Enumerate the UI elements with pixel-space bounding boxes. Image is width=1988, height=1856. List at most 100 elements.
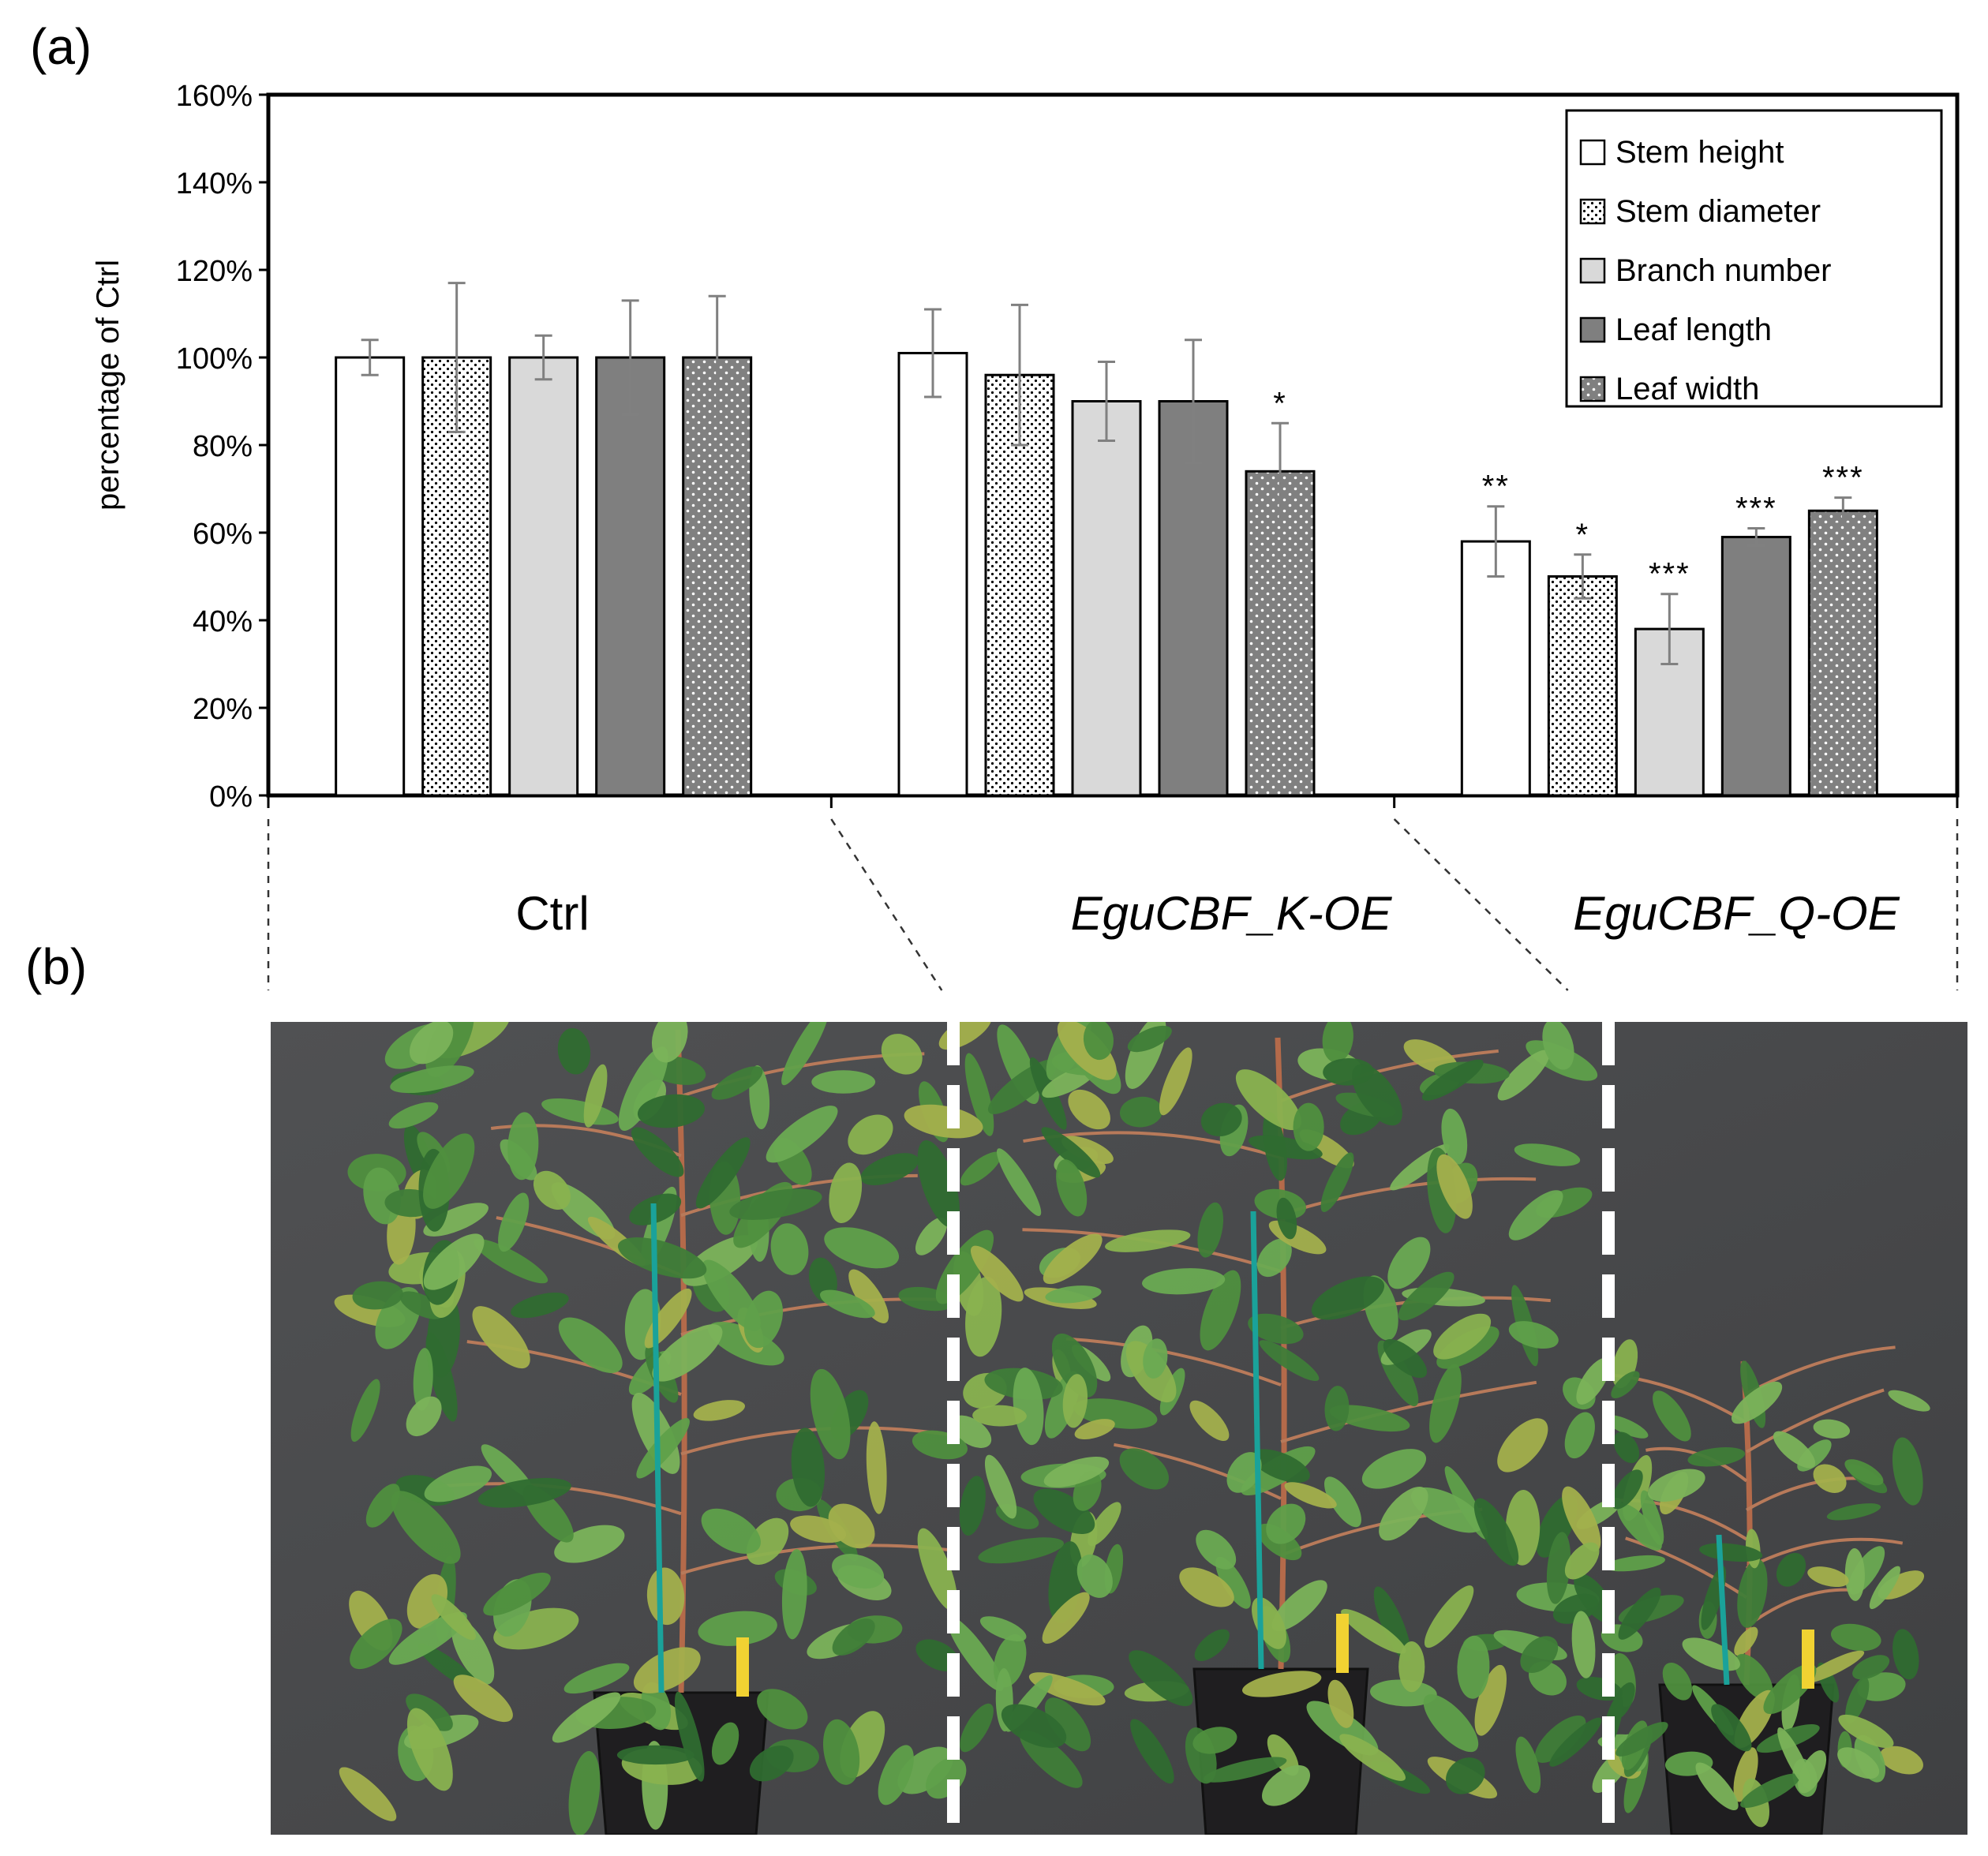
leaf <box>652 1324 723 1382</box>
panel-label-a: (a) <box>30 18 92 75</box>
leaf <box>472 1306 530 1369</box>
significance-label: *** <box>1822 461 1864 496</box>
leaf <box>878 1745 914 1805</box>
leaf <box>820 1289 875 1319</box>
plant-stake <box>650 1203 665 1693</box>
leaf <box>1421 1059 1484 1101</box>
leaf <box>1033 1488 1095 1534</box>
leaf <box>701 1508 761 1554</box>
branch <box>680 1426 949 1456</box>
leaf <box>1514 1143 1581 1166</box>
leaf <box>1242 1671 1322 1697</box>
leaf <box>631 1127 684 1177</box>
leaf <box>970 1245 1024 1302</box>
leaf <box>960 1151 1001 1186</box>
legend-swatch <box>1579 316 1606 343</box>
leaf <box>964 1053 994 1136</box>
leaf <box>413 1348 433 1411</box>
leaf <box>388 1611 467 1665</box>
leaf <box>1734 1626 1758 1656</box>
y-tick-label: 140% <box>176 167 253 200</box>
leaf <box>1423 1694 1479 1753</box>
leaf <box>729 1188 822 1220</box>
leaf <box>552 1692 621 1743</box>
leaf <box>1611 1469 1643 1510</box>
leaf <box>1194 1629 1230 1662</box>
leaf <box>1564 1542 1600 1580</box>
leaf <box>1571 1611 1596 1678</box>
leaf <box>698 1611 777 1646</box>
leaf <box>1446 1757 1485 1794</box>
leaf <box>1497 1418 1548 1472</box>
leaf <box>1844 1459 1884 1486</box>
leaf <box>1474 1664 1507 1736</box>
leaf <box>1473 1498 1519 1566</box>
leaf <box>1564 1412 1595 1459</box>
branch <box>680 1544 951 1575</box>
leaf <box>1576 1358 1611 1405</box>
leaf <box>1508 1190 1563 1240</box>
leaf <box>1379 1487 1428 1541</box>
leaf <box>1226 1452 1262 1493</box>
plant-tag <box>1802 1630 1814 1689</box>
egucbf-k-plant <box>970 1022 1600 1835</box>
leaf <box>1159 1047 1192 1116</box>
leaf <box>1880 1746 1923 1775</box>
leaf <box>1119 1448 1169 1490</box>
leaf <box>1737 1559 1768 1628</box>
branch <box>1745 1588 1853 1628</box>
leaf <box>1802 1650 1865 1684</box>
leaf <box>848 1114 893 1155</box>
leaf <box>431 1594 476 1641</box>
leaf <box>781 1548 807 1640</box>
leaf <box>695 1137 751 1209</box>
leaf <box>1773 1431 1816 1469</box>
leaf <box>1776 1552 1806 1587</box>
leaf <box>1733 1747 1758 1802</box>
category-label: EguCBF_Q-OE <box>1573 887 1900 940</box>
branch <box>1746 1537 1904 1570</box>
leaf <box>1411 1487 1484 1533</box>
leaf <box>1076 1554 1113 1598</box>
legend-label: Stem height <box>1615 135 1784 170</box>
leaf <box>1520 1636 1559 1673</box>
leaf <box>1429 1364 1462 1443</box>
significance-label: ** <box>1482 470 1510 504</box>
leaf <box>770 1223 809 1275</box>
branch <box>1746 1388 1885 1454</box>
leaf <box>1043 1456 1110 1487</box>
bar-chart: 0%20%40%60%80%100%120%140%160% *********… <box>91 80 1960 991</box>
leaf <box>511 1293 569 1319</box>
bar <box>897 351 968 797</box>
leaf <box>746 1517 789 1565</box>
leaf <box>960 1703 994 1753</box>
leaf <box>1329 1405 1410 1432</box>
leaf <box>350 1379 380 1443</box>
leaf <box>1611 1371 1640 1398</box>
leaf <box>1192 1727 1237 1754</box>
leaf <box>1845 1677 1870 1723</box>
leaf <box>1653 1390 1691 1442</box>
leaf <box>633 1647 701 1693</box>
leaf <box>1457 1635 1490 1699</box>
leaf <box>959 1476 986 1536</box>
leaf <box>1618 1587 1661 1640</box>
bar <box>595 356 666 797</box>
category-label: EguCBF_K-OE <box>1071 887 1393 940</box>
bar <box>1071 400 1142 797</box>
leaf <box>1777 1727 1812 1790</box>
leaf <box>1200 1102 1242 1137</box>
y-tick-label: 0% <box>209 780 253 814</box>
leaf <box>617 1237 707 1279</box>
leaf <box>810 1368 851 1460</box>
leaf <box>453 1675 513 1723</box>
leaf <box>563 1663 630 1694</box>
leaf <box>881 1034 923 1075</box>
leaf <box>832 1554 885 1589</box>
leaf <box>474 1238 548 1284</box>
leaf <box>507 1112 539 1181</box>
leaf <box>965 1276 1002 1357</box>
leaf <box>557 1027 591 1075</box>
leaf <box>1838 1714 1894 1749</box>
legend-label: Branch number <box>1615 253 1831 288</box>
